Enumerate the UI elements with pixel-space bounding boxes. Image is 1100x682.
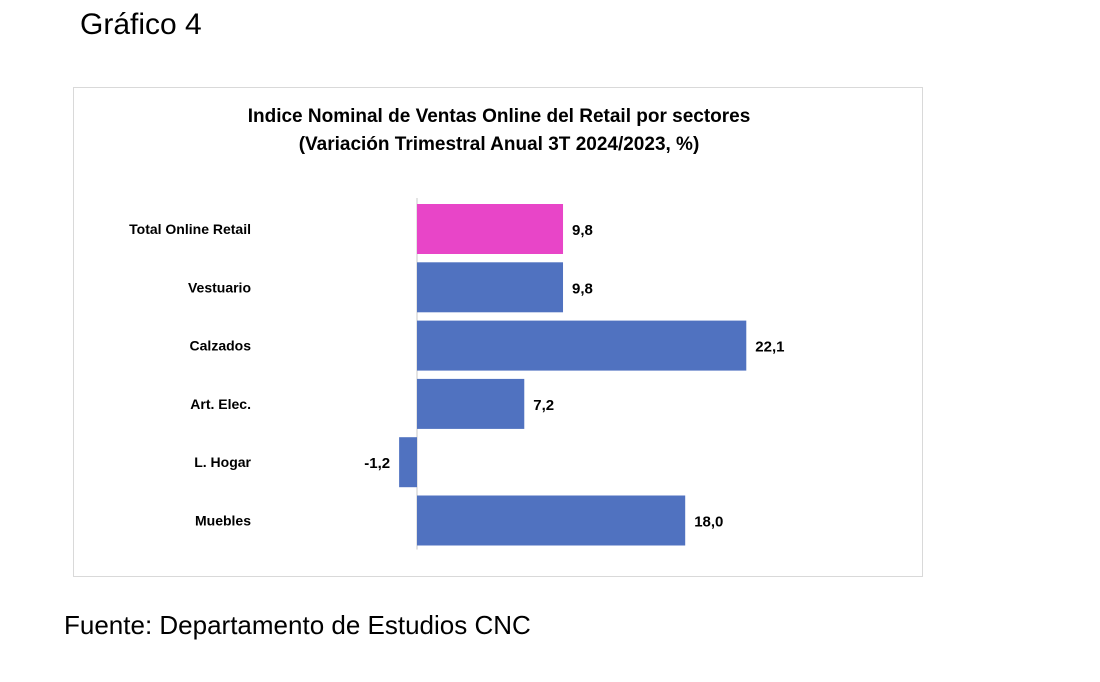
category-label-3: Art. Elec. xyxy=(190,396,251,412)
bar-5 xyxy=(417,495,686,546)
data-label-5: 18,0 xyxy=(694,514,723,531)
bar-2 xyxy=(417,320,747,371)
chart-frame: Indice Nominal de Ventas Online del Reta… xyxy=(73,87,923,577)
category-label-1: Vestuario xyxy=(188,279,251,295)
data-label-0: 9,8 xyxy=(572,222,593,239)
bar-1 xyxy=(417,262,564,313)
bar-chart: Indice Nominal de Ventas Online del Reta… xyxy=(129,106,784,550)
data-label-3: 7,2 xyxy=(533,397,554,414)
chart-heading: Gráfico 4 xyxy=(80,8,202,41)
category-label-0: Total Online Retail xyxy=(129,221,251,237)
chart-title-line-1: Indice Nominal de Ventas Online del Reta… xyxy=(248,106,751,127)
data-label-1: 9,8 xyxy=(572,280,593,297)
data-label-4: -1,2 xyxy=(364,455,390,472)
bar-3 xyxy=(417,378,525,429)
chart-title-line-2: (Variación Trimestral Anual 3T 2024/2023… xyxy=(299,134,700,155)
data-label-2: 22,1 xyxy=(755,339,784,356)
source-note: Fuente: Departamento de Estudios CNC xyxy=(64,610,531,640)
category-label-5: Muebles xyxy=(195,513,251,529)
bar-4 xyxy=(399,437,417,488)
category-label-4: L. Hogar xyxy=(194,454,251,470)
bar-0 xyxy=(417,204,564,254)
category-label-2: Calzados xyxy=(190,338,252,354)
